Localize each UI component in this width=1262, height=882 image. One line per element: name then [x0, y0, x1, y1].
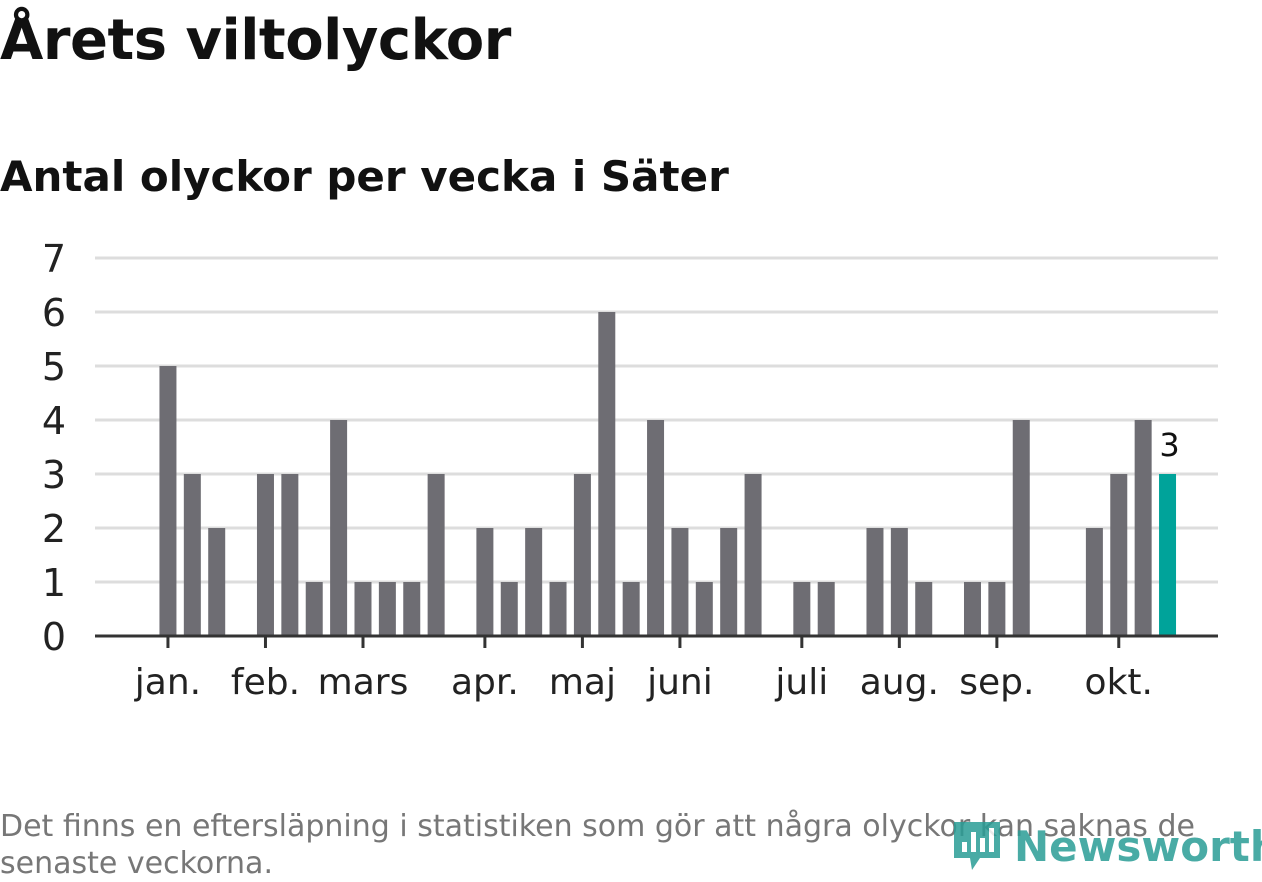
bar: [305, 582, 323, 636]
bar: [1085, 528, 1103, 636]
y-tick-label: 5: [42, 345, 66, 389]
data-labels: 3: [1159, 426, 1179, 464]
bar-highlight: [1159, 474, 1177, 636]
bar: [963, 582, 981, 636]
x-tick-label: sep.: [959, 662, 1034, 703]
chart-title: Årets viltolyckor: [0, 8, 511, 73]
y-tick-label: 4: [42, 399, 66, 443]
bar: [281, 474, 299, 636]
bar: [1012, 420, 1030, 636]
x-tick-label: apr.: [451, 662, 519, 703]
bar: [817, 582, 835, 636]
bars: [159, 312, 1177, 636]
x-tick-label: jan.: [134, 662, 201, 703]
bar: [183, 474, 201, 636]
y-tick-label: 7: [42, 237, 66, 281]
bar: [695, 582, 713, 636]
bar: [354, 582, 372, 636]
bar: [1134, 420, 1152, 636]
bar: [159, 366, 177, 636]
y-tick-label: 2: [42, 507, 66, 551]
bar: [1110, 474, 1128, 636]
y-tick-label: 3: [42, 453, 66, 497]
bar: [720, 528, 738, 636]
bar: [647, 420, 665, 636]
bar: [427, 474, 445, 636]
x-tick-label: juli: [774, 662, 828, 703]
newsworthy-logo-icon: [954, 822, 1000, 870]
bar: [890, 528, 908, 636]
bar: [525, 528, 543, 636]
x-tick-label: juni: [646, 662, 713, 703]
bar: [500, 582, 518, 636]
bar: [866, 528, 884, 636]
chart-subtitle: Antal olyckor per vecka i Säter: [0, 152, 729, 201]
bar: [330, 420, 348, 636]
bar: [622, 582, 640, 636]
newsworthy-logo: Newsworthy: [950, 818, 1262, 874]
x-axis: jan. feb. mars apr. maj juni juli aug. sep. okt.: [95, 634, 1218, 703]
bar: [573, 474, 591, 636]
highlight-value-label: 3: [1159, 426, 1179, 464]
bar: [403, 582, 421, 636]
bar: [256, 474, 274, 636]
y-tick-label: 0: [42, 615, 66, 659]
y-axis-ticks: 0 1 2 3 4 5 6 7: [42, 237, 66, 659]
bar: [671, 528, 689, 636]
bar: [744, 474, 762, 636]
bar: [549, 582, 567, 636]
bar: [988, 582, 1006, 636]
y-tick-label: 1: [42, 561, 66, 605]
bar: [915, 582, 933, 636]
bar: [378, 582, 396, 636]
x-tick-label: maj: [549, 662, 616, 703]
bar: [208, 528, 226, 636]
bar: [793, 582, 811, 636]
newsworthy-logo-text: Newsworthy: [1014, 821, 1262, 871]
bar: [476, 528, 494, 636]
x-tick-label: okt.: [1085, 662, 1153, 703]
x-tick-label: aug.: [860, 662, 939, 703]
y-tick-label: 6: [42, 291, 66, 335]
bar: [598, 312, 616, 636]
x-tick-label: mars: [318, 662, 409, 703]
x-tick-label: feb.: [231, 662, 300, 703]
